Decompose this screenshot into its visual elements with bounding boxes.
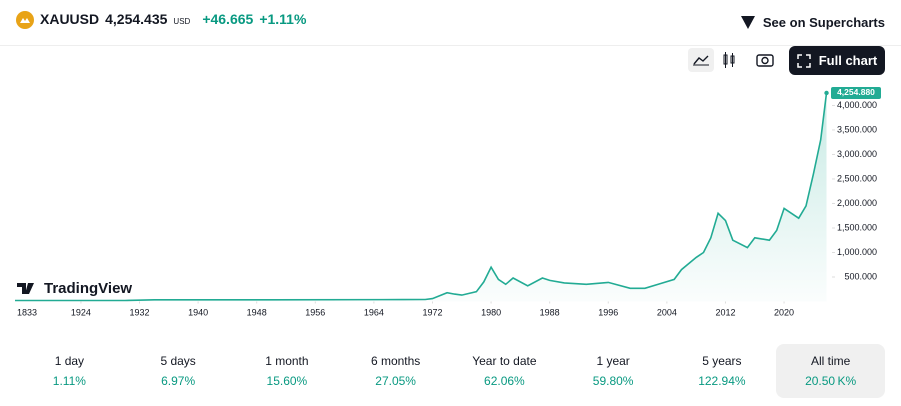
period-button[interactable]: 5 days 6.97%	[124, 344, 233, 398]
y-tick-label: 3,000.000	[837, 149, 877, 159]
currency: USD	[173, 17, 191, 26]
icon	[693, 55, 709, 66]
period-change: 6.97%	[161, 374, 196, 388]
period-button[interactable]: 5 years 122.94%	[668, 344, 777, 398]
x-start-label: 1833	[17, 307, 37, 317]
supercharts-link[interactable]: See on Supercharts	[739, 14, 885, 30]
y-tick-label: 2,000.000	[837, 198, 877, 208]
period-button[interactable]: 1 year 59.80%	[559, 344, 668, 398]
full-chart-button[interactable]: Full chart	[789, 46, 885, 75]
price-label: 4,254.880	[837, 87, 875, 97]
change: +46.665	[202, 11, 254, 27]
period-label: 1 month	[265, 354, 309, 368]
x-tick-label: 1948	[247, 307, 267, 317]
period-change: 20.50 K%	[805, 374, 857, 388]
icon	[756, 54, 774, 67]
y-tick-label: 3,500.000	[837, 124, 877, 134]
x-tick-label: 1956	[305, 307, 325, 317]
x-tick-label: 1932	[129, 307, 149, 317]
symbol-icon	[16, 11, 34, 29]
x-tick-label: 2004	[657, 307, 677, 317]
x-tick-label: 1964	[364, 307, 384, 317]
period-bar: 1 day 1.11% 5 days 6.97% 1 month 15.60% 6 mont…	[15, 344, 885, 398]
x-tick-label: 1940	[188, 307, 208, 317]
header: XAUUSD 4,254.435 USD +46.665 +1.11%	[16, 11, 306, 29]
period-label: 6 months	[370, 354, 421, 368]
period-label: 1 day	[54, 354, 85, 368]
period-change: 15.60%	[266, 374, 308, 388]
period-label: 1 year	[596, 354, 630, 368]
x-tick-label: 1996	[598, 307, 618, 317]
period-change: 122.94%	[698, 374, 746, 388]
period-button[interactable]: All time 20.50 K%	[776, 344, 885, 398]
line-chart-button[interactable]	[688, 48, 714, 72]
period-change: 59.80%	[592, 374, 634, 388]
period-change: 1.11%	[52, 374, 86, 388]
x-tick-label: 2020	[774, 307, 794, 317]
logo: TradingView	[17, 280, 132, 297]
change-percent: +1.11%	[259, 11, 307, 27]
price-line	[15, 92, 828, 302]
symbol[interactable]: XAUUSD	[40, 11, 100, 27]
last-point	[824, 90, 829, 96]
period-label: 5 years	[702, 354, 742, 368]
period-button[interactable]: 6 months 27.05%	[341, 344, 450, 398]
snapshot-button[interactable]	[752, 48, 778, 72]
price: 4,254.435	[105, 11, 168, 27]
period-label: Year to date	[472, 354, 537, 368]
period-button[interactable]: Year to date 62.06%	[450, 344, 559, 398]
x-tick-label: 1972	[422, 307, 442, 317]
x-tick-label: 1924	[71, 307, 91, 317]
logo-text: TradingView	[44, 280, 132, 297]
period-button[interactable]: 1 month 15.60%	[233, 344, 342, 398]
icon	[796, 53, 811, 68]
chart: TradingView 1833 1924 1932 1940 1948 1956 196…	[15, 86, 881, 317]
x-tick-label: 1980	[481, 307, 501, 317]
period-change: 27.05%	[375, 374, 416, 388]
period-change: 62.06%	[484, 374, 525, 388]
y-tick-label: 500.000	[844, 271, 877, 281]
supercharts-text[interactable]: See on Supercharts	[762, 14, 885, 30]
x-tick-label: 2012	[715, 307, 735, 317]
icon	[723, 52, 735, 68]
y-tick-label: 1,000.000	[837, 247, 877, 257]
candle-chart-button[interactable]	[716, 48, 742, 72]
divider	[0, 45, 901, 46]
full-chart-text[interactable]: Full chart	[818, 53, 878, 68]
supercharts-icon	[740, 16, 755, 29]
period-label: All time	[810, 354, 851, 368]
period-button[interactable]: 1 day 1.11%	[15, 344, 124, 398]
y-tick-label: 1,500.000	[837, 222, 877, 232]
y-tick-label: 2,500.000	[837, 173, 877, 183]
y-tick-label: 4,000.000	[837, 100, 877, 110]
period-label: 5 days	[160, 354, 196, 368]
price-label-bg	[831, 86, 881, 99]
area	[15, 93, 827, 302]
x-tick-label: 1988	[540, 307, 560, 317]
